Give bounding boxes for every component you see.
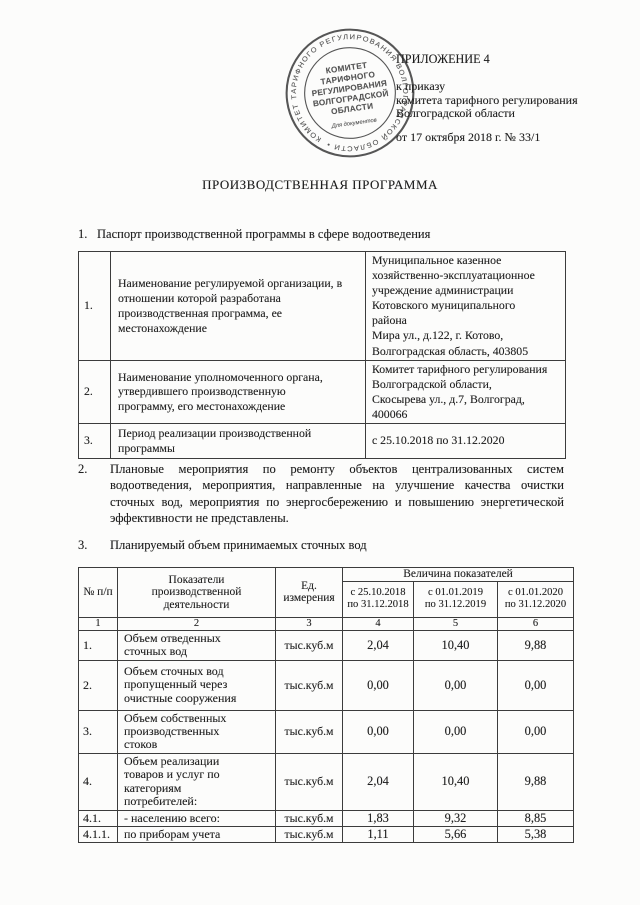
table-row: 4.1. - населению всего: тыс.куб.м 1,83 9…: [78, 809, 575, 827]
section-number: 3.: [78, 538, 88, 552]
cell-value: 0,00: [342, 709, 414, 754]
cell-value: 10,40: [413, 629, 498, 661]
cell-indicator: Объем отведенных сточных вод: [117, 629, 276, 661]
cell-unit: тыс.куб.м: [275, 809, 343, 827]
cell-row-number: 2.: [78, 659, 118, 711]
table-row: 3. Период реализации производственной пр…: [78, 423, 566, 459]
cell-unit: тыс.куб.м: [275, 825, 343, 843]
table-row: 2. Наименование уполномоченного органа, …: [78, 359, 566, 425]
cell-value: 1,83: [342, 809, 414, 827]
cell-unit: тыс.куб.м: [275, 709, 343, 754]
order-line: Волгоградской области: [396, 106, 515, 121]
cell-label: Период реализации производственной прогр…: [110, 423, 366, 459]
cell-label: Наименование регулируемой организации, в…: [110, 251, 366, 361]
cell-row-number: 1.: [78, 629, 118, 661]
cell-value: 9,88: [496, 629, 575, 661]
col-number: 4: [342, 616, 414, 631]
cell-row-number: 4.1.1.: [78, 825, 118, 843]
section-text: Планируемый объем принимаемых сточных во…: [110, 538, 367, 552]
header-period: с 25.10.2018 по 31.12.2018: [342, 580, 414, 618]
section-number: 1.: [78, 227, 88, 241]
cell-value: 1,11: [342, 825, 414, 843]
table-row: 2. Объем сточных вод пропущенный через о…: [78, 659, 575, 711]
col-number: 3: [275, 616, 343, 631]
table-row: 4.1.1. по приборам учета тыс.куб.м 1,11 …: [78, 825, 575, 843]
cell-unit: тыс.куб.м: [275, 629, 343, 661]
cell-value: 0,00: [496, 709, 575, 754]
cell-indicator: Объем собственных производственных стоко…: [117, 709, 276, 754]
table-row: 1. Наименование регулируемой организации…: [78, 251, 566, 361]
cell-row-number: 1.: [78, 251, 111, 361]
cell-row-number: 3.: [78, 423, 111, 459]
cell-row-number: 2.: [78, 359, 111, 425]
header-period: с 01.01.2020 по 31.12.2020: [496, 580, 575, 618]
order-date: от 17 октября 2018 г. № 33/1: [396, 129, 541, 144]
passport-table: 1. Наименование регулируемой организации…: [78, 251, 566, 459]
stamp-outer-ring: [285, 28, 415, 158]
table-header-row: с 25.10.2018 по 31.12.2018 с 01.01.2019 …: [79, 580, 575, 618]
cell-unit: тыс.куб.м: [275, 659, 343, 711]
cell-value: Муниципальное казенное хозяйственно-эксп…: [365, 251, 566, 361]
cell-row-number: 4.1.: [78, 809, 118, 827]
header-unit: Ед. измерения: [275, 567, 343, 618]
section-2-paragraph: 2. Плановые мероприятия по ремонту объек…: [78, 461, 564, 526]
cell-value: с 25.10.2018 по 31.12.2020: [365, 423, 566, 459]
col-number: 5: [413, 616, 498, 631]
appendix-label: ПРИЛОЖЕНИЕ 4: [396, 52, 490, 66]
cell-indicator: Объем реализации товаров и услуг по кате…: [117, 752, 276, 811]
table-row: 3. Объем собственных производственных ст…: [78, 709, 575, 754]
order-line: к приказу: [396, 79, 446, 94]
header-period: с 01.01.2019 по 31.12.2019: [413, 580, 498, 618]
table-header-row: № п/п Показатели производственной деятел…: [78, 567, 575, 618]
column-number-row: 1 2 3 4 5 6: [78, 616, 575, 631]
cell-value: 10,40: [413, 752, 498, 811]
page-title: ПРОИЗВОДСТВЕННАЯ ПРОГРАММА: [202, 177, 438, 192]
cell-value: 5,66: [413, 825, 498, 843]
cell-value: 0,00: [413, 709, 498, 754]
cell-row-number: 4.: [78, 752, 118, 811]
cell-value: 0,00: [413, 659, 498, 711]
section-text: Паспорт производственной программы в сфе…: [97, 227, 431, 241]
cell-row-number: 3.: [78, 709, 118, 754]
cell-value: 8,85: [496, 809, 575, 827]
cell-value: 0,00: [342, 659, 414, 711]
stamp-caption: Для документов: [330, 118, 377, 130]
section-3-heading: 3. Планируемый объем принимаемых сточных…: [78, 538, 367, 553]
cell-value: 2,04: [342, 629, 414, 661]
official-stamp: КОМИТЕТ ТАРИФНОГО РЕГУЛИРОВАНИЯ ВОЛГОГРА…: [274, 17, 425, 168]
volume-table: № п/п Показатели производственной деятел…: [78, 567, 575, 843]
cell-indicator: Объем сточных вод пропущенный через очис…: [117, 659, 276, 711]
col-number: 6: [496, 616, 575, 631]
cell-value: 9,32: [413, 809, 498, 827]
table-row: 4. Объем реализации товаров и услуг по к…: [78, 752, 575, 811]
cell-value: Комитет тарифного регулирования Волгогра…: [365, 359, 566, 425]
table-row: 1. Объем отведенных сточных вод тыс.куб.…: [78, 629, 575, 661]
cell-value: 2,04: [342, 752, 414, 811]
cell-label: Наименование уполномоченного органа, утв…: [110, 359, 366, 425]
col-number: 2: [117, 616, 276, 631]
cell-value: 0,00: [496, 659, 575, 711]
cell-value: 5,38: [496, 825, 575, 843]
header-indicator: Показатели производственной деятельности: [117, 567, 276, 618]
cell-unit: тыс.куб.м: [275, 752, 343, 811]
appendix-header: ПРИЛОЖЕНИЕ 4 к приказу комитета тарифног…: [396, 52, 616, 144]
header-values-group: Величина показателей: [341, 567, 575, 582]
order-line: комитета тарифного регулирования: [396, 92, 578, 107]
section-number: 2.: [78, 462, 88, 476]
section-text: Плановые мероприятия по ремонту объектов…: [110, 462, 564, 525]
cell-indicator: - населению всего:: [117, 809, 276, 827]
section-1-heading: 1. Паспорт производственной программы в …: [78, 227, 430, 242]
cell-value: 9,88: [496, 752, 575, 811]
cell-indicator: по приборам учета: [117, 825, 276, 843]
stamp-graphic: КОМИТЕТ ТАРИФНОГО РЕГУЛИРОВАНИЯ ВОЛГОГРА…: [283, 26, 415, 159]
stamp-inner-ring: [304, 47, 396, 139]
header-num: № п/п: [78, 567, 118, 618]
col-number: 1: [78, 616, 118, 631]
